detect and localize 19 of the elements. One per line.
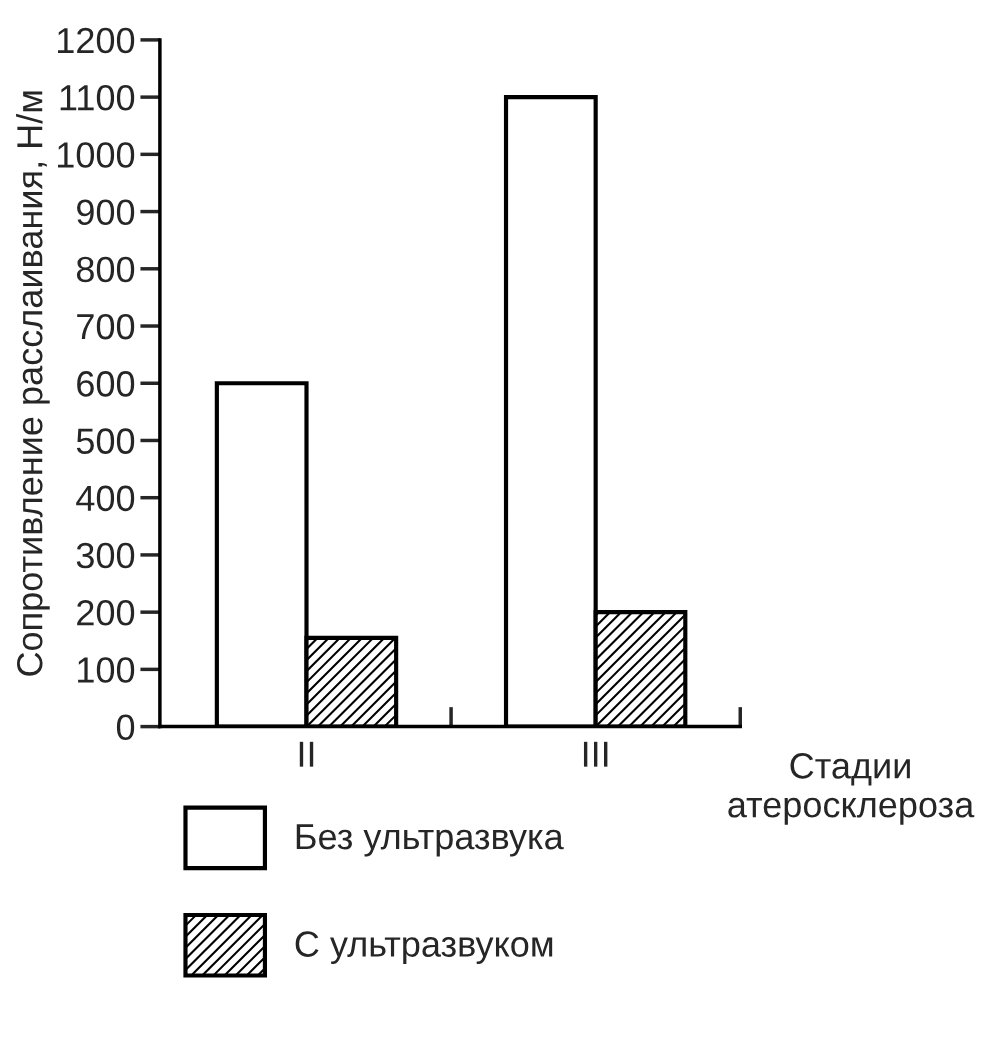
y-tick-label: 400	[76, 485, 135, 512]
y-tick-label: 1000	[58, 142, 135, 168]
legend-label: С ультразвуком	[295, 931, 553, 965]
y-tick-label: 0	[116, 714, 135, 741]
y-tick-label: 1100	[60, 84, 135, 111]
y-tick-label: 100	[78, 657, 135, 683]
legend-label: Без ультразвука	[296, 824, 564, 857]
y-tick-label: 300	[76, 542, 135, 569]
x-tick-label: II	[299, 741, 314, 767]
y-tick-label: 500	[76, 428, 135, 454]
y-tick-label: 600	[77, 371, 135, 397]
y-tick-label: 800	[76, 256, 135, 283]
x-tick-label: III	[583, 741, 608, 767]
y-tick-label: 900	[77, 199, 135, 226]
y-axis-title: Сопротивление расслаивания, Н/м	[16, 91, 50, 676]
x-axis-title: Стадии атеросклероза	[728, 753, 975, 825]
y-tick-label: 200	[77, 600, 135, 626]
y-tick-label: 1200	[58, 27, 135, 54]
y-tick-label: 700	[77, 313, 135, 340]
